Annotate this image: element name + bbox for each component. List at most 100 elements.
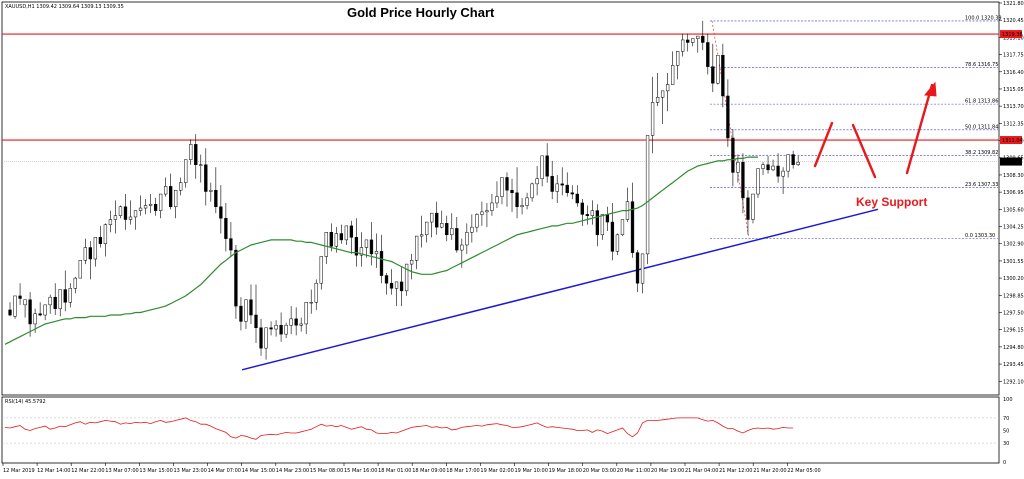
candle-body [414,235,419,261]
candle-body [445,223,449,236]
fib-level-label: 50.0 1311.84 [965,124,998,130]
candle-body [339,233,343,241]
candle-body [269,327,273,330]
candle-body [535,178,539,185]
fib-level-label: 38.2 1309.82 [965,150,998,156]
time-tick-label: 13 Mar 23:00 [174,468,207,474]
candle-body [505,177,509,191]
candle-body [746,197,750,220]
time-tick-label: 14 Mar 15:00 [242,468,275,474]
candle-body [595,210,600,236]
candle-body [43,304,47,316]
candle-body [158,193,163,211]
candle-body [525,197,529,206]
candle-body [731,137,735,173]
candle-body [118,206,123,216]
candle-body [219,206,223,219]
price-tick-label: 1312.35 [1003,121,1024,127]
candle-body [696,35,700,39]
price-labels: 1319.36 1311.04 1309.35 [1000,30,1023,166]
candle-body [304,302,308,325]
forecast-arrows [813,81,937,179]
candle-body [229,238,233,251]
candle-body [590,210,594,216]
key-support-label: Key Support [856,195,927,209]
candle-body [324,232,328,257]
rsi-tick-label: 100 [1003,397,1013,403]
price-tick-label: 1292.10 [1003,379,1024,385]
candle-body [716,54,720,84]
candle-body [384,275,389,284]
price-tick-label: 1317.75 [1003,53,1024,59]
candle-body [143,205,148,209]
candle-body [169,186,173,208]
candle-body [736,161,740,173]
candle-body [334,233,338,247]
candle-body [63,289,67,303]
candle-body [319,256,323,284]
candle-body [249,299,253,316]
candle-body [711,66,715,84]
time-tick-label: 12 Mar 22:00 [71,468,104,474]
candle-body [8,309,12,316]
candle-body [204,164,208,192]
candle-body [179,182,183,191]
candle-body [299,323,303,326]
candle-body [83,247,87,261]
candle-body [575,193,579,204]
candle-body [435,212,439,228]
price-tick-label: 1306.95 [1003,190,1024,196]
rsi-panel: 100 70 50 30 0 [2,397,1013,466]
candle-body [440,223,444,228]
time-tick-label: 21 Mar 20:00 [753,468,786,474]
current-price-tag-text: 1309.35 [1002,160,1023,166]
arrow-up-2 [905,83,934,175]
candle-body [786,154,790,172]
candle-body [615,234,620,252]
candle-body [264,327,268,349]
candle-body [294,318,298,326]
price-tick-label: 1300.20 [1003,276,1024,282]
candle-body [389,282,394,289]
candle-body [560,183,564,186]
candle-body [214,189,218,208]
candle-body [756,168,760,195]
rsi-tick-label: 50 [1003,429,1009,435]
candle-body [344,225,349,241]
candle-body [500,177,504,197]
candle-body [796,161,800,165]
price-tick-label: 1305.60 [1003,207,1024,213]
time-tick-label: 15 Mar 08:00 [310,468,343,474]
candle-body [234,249,238,307]
candle-body [369,239,374,255]
candle-body [550,175,554,192]
candle-body [88,247,92,260]
price-tick-label: 1320.45 [1003,18,1024,24]
candle-body [776,165,780,177]
moving-average-line [4,156,758,345]
candle-body [209,189,213,192]
candle-body [515,192,519,208]
candle-body [480,211,484,215]
time-tick-label: 21 Mar 04:00 [685,468,718,474]
candle-body [38,313,42,316]
candle-body [726,95,730,139]
candle-body [128,216,133,220]
candle-body [495,196,499,204]
candle-body [394,281,399,289]
price-tick-label: 1297.50 [1003,310,1024,316]
time-tick-label: 20 Mar 03:00 [583,468,616,474]
candle-body [741,161,745,199]
candle-body [314,282,318,303]
price-tick-label: 1301.55 [1003,259,1024,265]
rsi-tick-label: 30 [1003,441,1009,447]
rsi-line [4,417,794,440]
candle-body [289,318,293,326]
time-tick-label: 22 Mar 05:00 [787,468,820,474]
candle-body [655,96,660,103]
time-tick-label: 19 Mar 02:00 [480,468,513,474]
arrow-head [924,81,937,97]
price-tick-label: 1316.40 [1003,70,1024,76]
candle-body [671,65,675,85]
price-tick-label: 1304.25 [1003,225,1024,231]
